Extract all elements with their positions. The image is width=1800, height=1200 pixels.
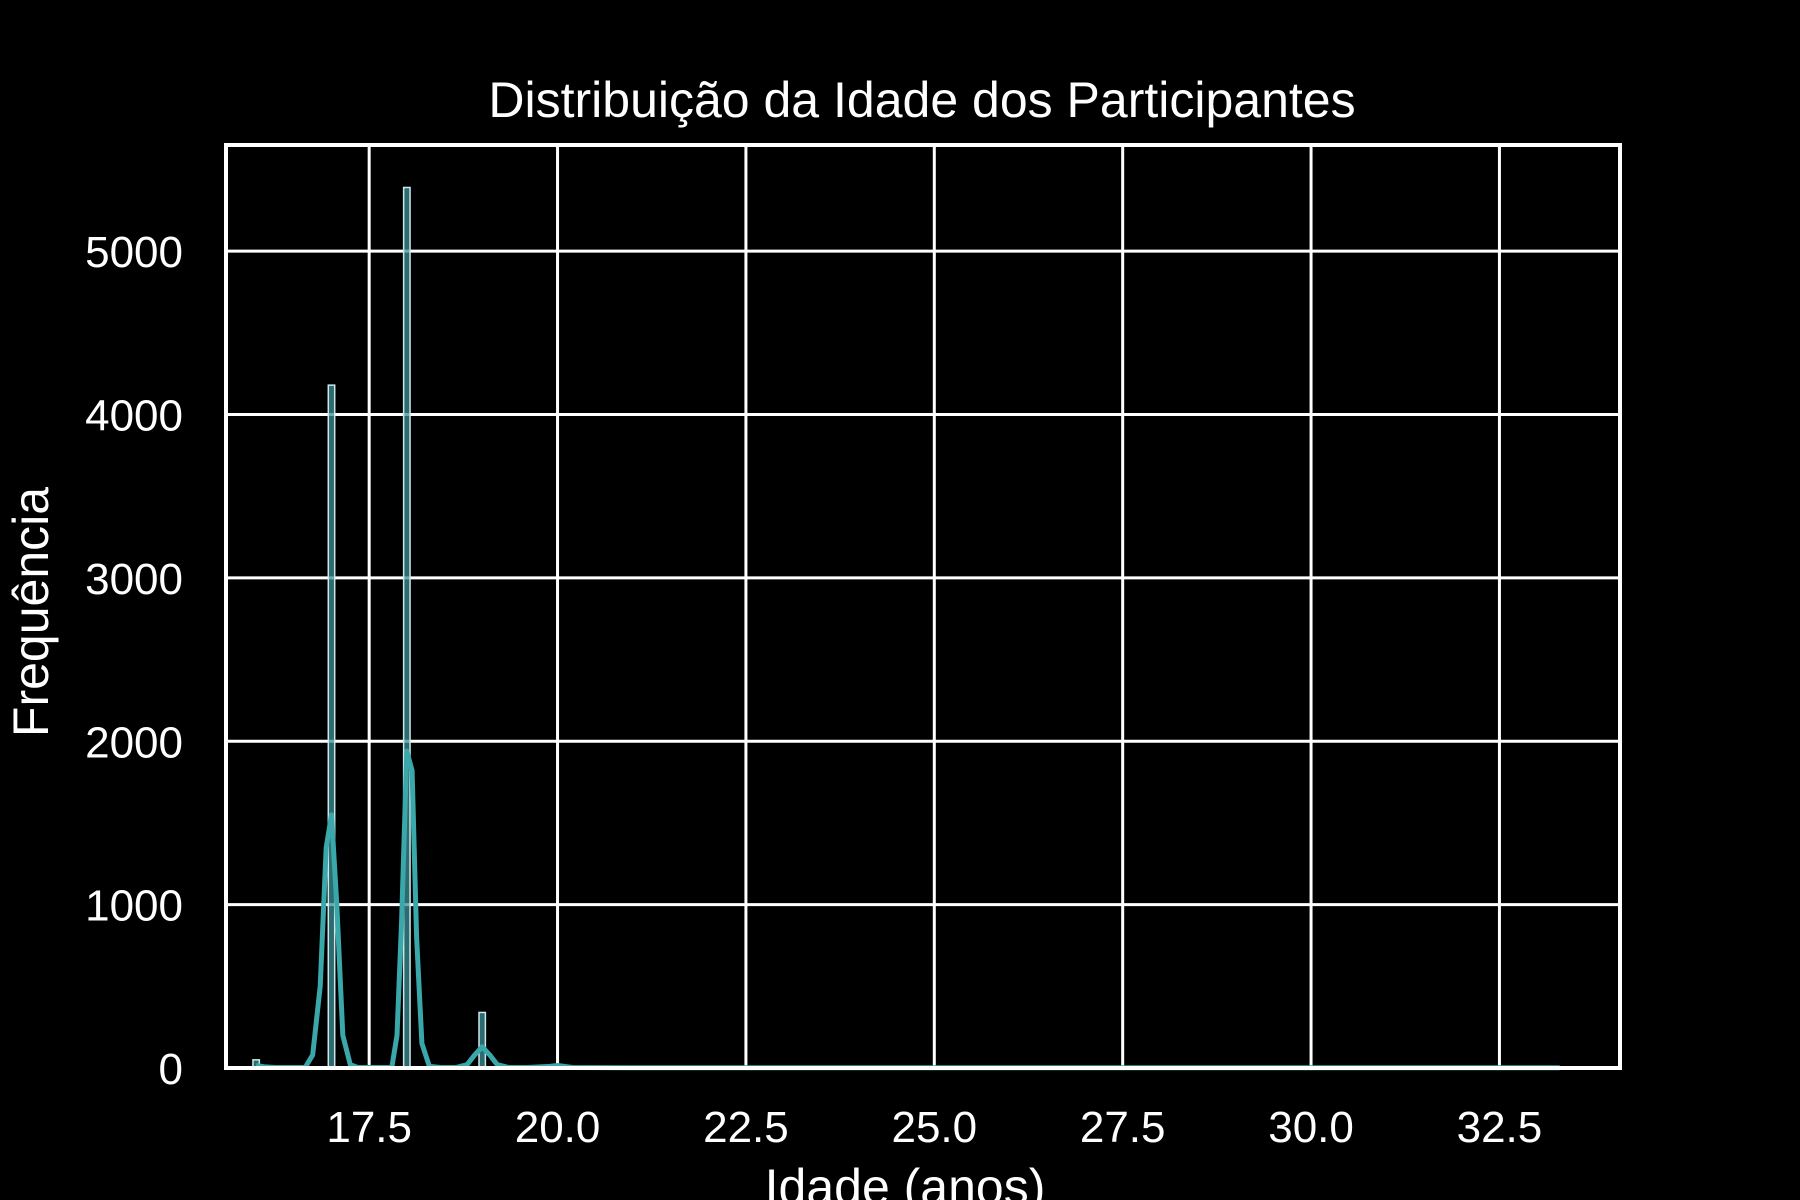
x-tick-label: 20.0 (515, 1103, 601, 1152)
histogram-bar (478, 1011, 487, 1069)
x-axis-label: Idade (anos) (765, 1159, 1046, 1200)
histogram-bar (402, 186, 411, 1069)
plot-frame (224, 143, 1622, 1070)
chart-title: Distribuição da Idade dos Participantes (488, 72, 1355, 128)
x-tick-label: 25.0 (891, 1103, 977, 1152)
y-tick-label: 5000 (85, 228, 183, 277)
x-tick-label: 17.5 (326, 1103, 412, 1152)
y-axis-ticks: 0 1000 2000 3000 4000 5000 (85, 228, 183, 1094)
histogram-bar (327, 384, 336, 1069)
y-tick-label: 0 (159, 1045, 183, 1094)
y-tick-label: 2000 (85, 718, 183, 767)
x-tick-label: 22.5 (703, 1103, 789, 1152)
histogram-bars (252, 186, 1542, 1069)
kde-line (255, 748, 1560, 1071)
x-axis-ticks: 17.5 20.0 22.5 25.0 27.5 30.0 32.5 (326, 1103, 1542, 1152)
y-tick-label: 3000 (85, 555, 183, 604)
y-axis-label: Frequência (3, 487, 59, 737)
y-tick-label: 1000 (85, 882, 183, 931)
y-tick-label: 4000 (85, 392, 183, 441)
x-tick-label: 30.0 (1268, 1103, 1354, 1152)
x-tick-label: 32.5 (1457, 1103, 1543, 1152)
grid-lines (226, 145, 1620, 1070)
kde-curve-group (255, 748, 1560, 1071)
x-tick-label: 27.5 (1080, 1103, 1166, 1152)
